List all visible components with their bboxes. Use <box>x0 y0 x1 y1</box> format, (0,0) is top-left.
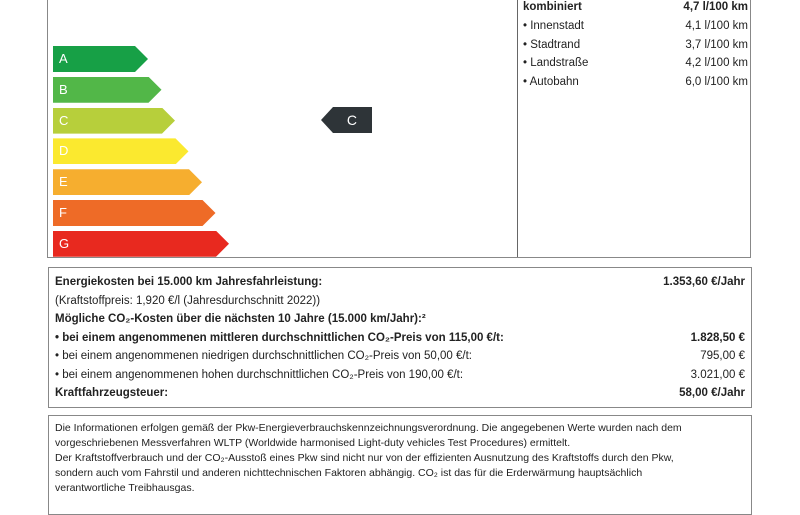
cost-value: 58,00 €/Jahr <box>679 387 745 399</box>
cost-label: • bei einem angenommenen mittleren durch… <box>55 331 504 344</box>
cost-value: 1.828,50 € <box>690 331 745 344</box>
efficiency-class-g: G <box>53 231 229 257</box>
cost-row: • bei einem angenommenen hohen durchschn… <box>55 369 745 388</box>
efficiency-class-c: C <box>53 108 175 134</box>
cost-label: Energiekosten bei 15.000 km Jahresfahrle… <box>55 276 323 288</box>
efficiency-class-f: F <box>53 200 216 226</box>
consumption-item: • Stadtrand 3,7 l/100 km <box>523 39 748 51</box>
current-efficiency-class-marker: C <box>321 107 372 133</box>
consumption-label: • Innenstadt <box>523 20 584 32</box>
cost-row: • bei einem angenommenen mittleren durch… <box>55 332 745 351</box>
cost-row: Mögliche CO₂-Kosten über die nächsten 10… <box>55 313 745 332</box>
efficiency-class-d: D <box>53 138 189 164</box>
consumption-combined: kombiniert 4,7 l/100 km <box>523 1 748 13</box>
cost-row: Energiekosten bei 15.000 km Jahresfahrle… <box>55 276 745 295</box>
cost-label: • bei einem angenommenen hohen durchschn… <box>55 368 464 381</box>
consumption-value: 4,7 l/100 km <box>683 1 748 13</box>
cost-value: 1.353,60 €/Jahr <box>663 276 745 288</box>
divider <box>517 0 518 257</box>
efficiency-class-a: A <box>53 46 148 72</box>
consumption-label: • Landstraße <box>523 57 589 69</box>
info-line: Die Informationen erfolgen gemäß der Pkw… <box>55 422 682 434</box>
info-line: verantwortliche Treibhausgas. <box>55 482 195 494</box>
consumption-label: • Stadtrand <box>523 39 581 51</box>
efficiency-class-b: B <box>53 77 162 103</box>
cost-row: Kraftfahrzeugsteuer: 58,00 €/Jahr <box>55 387 745 406</box>
cost-label: (Kraftstoffpreis: 1,920 €/l (Jahresdurch… <box>55 294 321 307</box>
consumption-value: 6,0 l/100 km <box>685 76 748 88</box>
cost-label: • bei einem angenommenen niedrigen durch… <box>55 350 472 362</box>
cost-value: 795,00 € <box>700 350 745 362</box>
cost-value: 3.021,00 € <box>690 368 745 381</box>
info-line: Der Kraftstoffverbrauch und der CO₂-Auss… <box>55 452 674 464</box>
cost-row: • bei einem angenommenen niedrigen durch… <box>55 350 745 369</box>
consumption-label: • Autobahn <box>523 76 579 88</box>
cost-label: Mögliche CO₂-Kosten über die nächsten 10… <box>55 313 426 325</box>
cost-row: (Kraftstoffpreis: 1,920 €/l (Jahresdurch… <box>55 295 745 314</box>
consumption-item: • Landstraße 4,2 l/100 km <box>523 57 748 69</box>
costs-panel: Energiekosten bei 15.000 km Jahresfahrle… <box>48 267 752 408</box>
info-line: vorgeschriebenen Messverfahren WLTP (Wor… <box>55 437 571 449</box>
info-line: sondern auch vom Fahrstil und anderen ni… <box>55 467 643 479</box>
info-panel: Die Informationen erfolgen gemäß der Pkw… <box>48 415 752 515</box>
consumption-item: • Autobahn 6,0 l/100 km <box>523 76 748 88</box>
consumption-value: 4,1 l/100 km <box>685 20 748 32</box>
consumption-label: kombiniert <box>523 1 582 13</box>
consumption-item: • Innenstadt 4,1 l/100 km <box>523 20 748 32</box>
efficiency-class-e: E <box>53 169 202 195</box>
consumption-value: 3,7 l/100 km <box>685 39 748 51</box>
cost-label: Kraftfahrzeugsteuer: <box>55 387 169 399</box>
consumption-value: 4,2 l/100 km <box>685 57 748 69</box>
